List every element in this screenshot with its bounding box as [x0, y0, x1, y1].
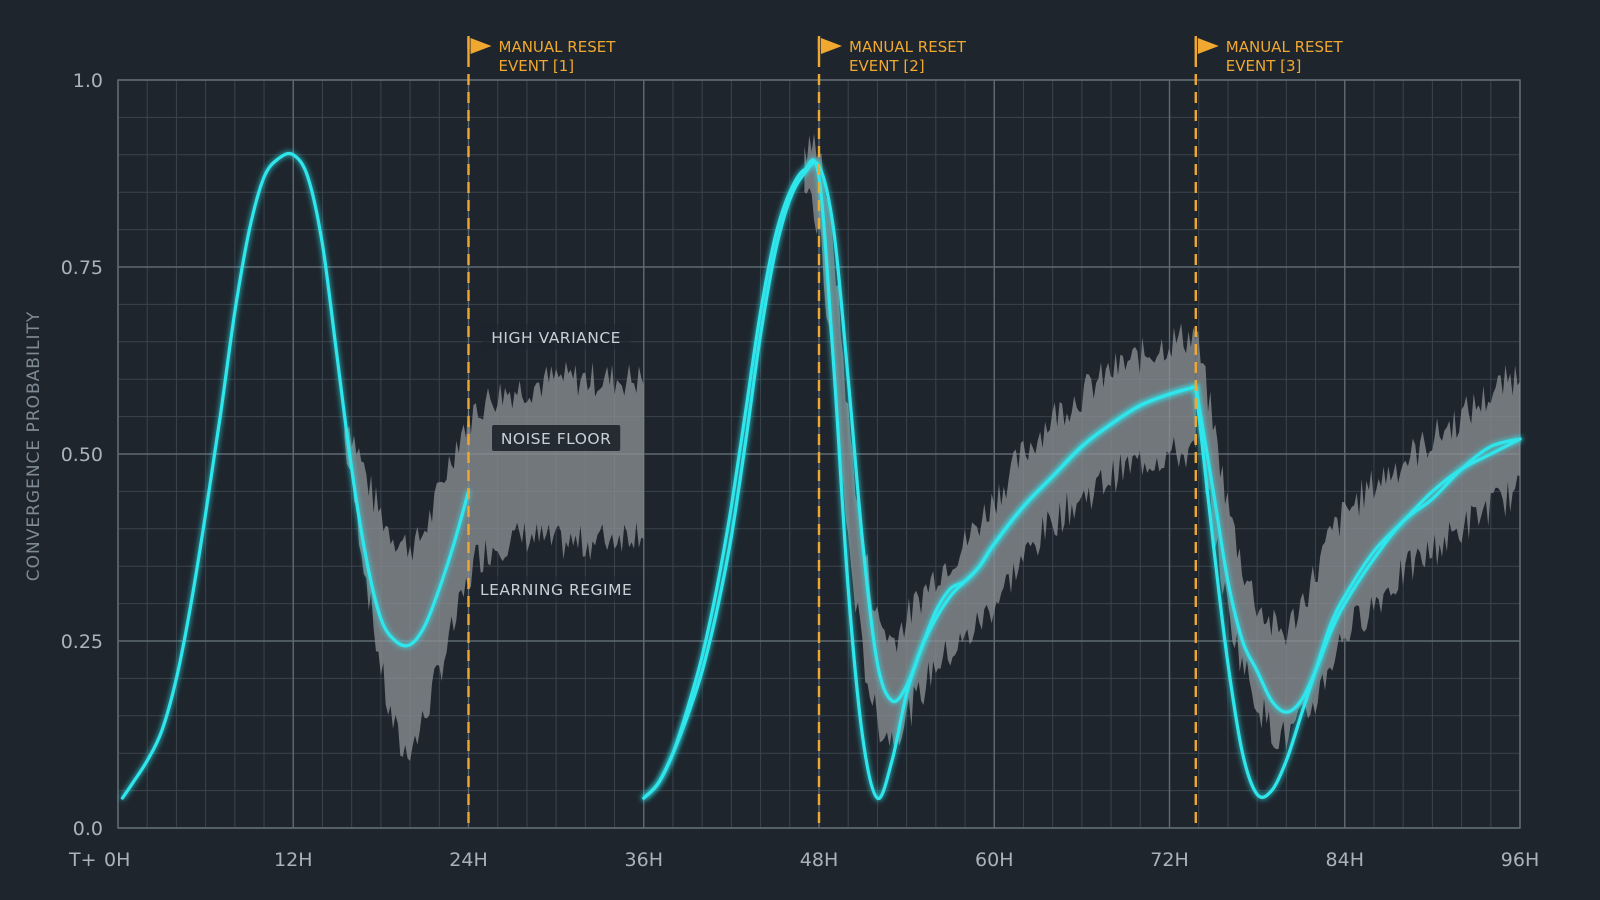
variance-band — [804, 133, 1196, 750]
annotation-box — [492, 425, 621, 452]
series-lines — [120, 151, 1522, 800]
annotation-label: NOISE FLOOR — [501, 430, 612, 448]
flag-icon — [470, 38, 492, 54]
annotation-label: HIGH VARIANCE — [491, 329, 621, 347]
x-tick-label: 96H — [1501, 849, 1539, 871]
x-tick-label: 0H — [104, 849, 130, 871]
flag-icon — [821, 38, 842, 54]
reset-event-label: EVENT [1] — [499, 57, 575, 75]
x-tick-label: 12H — [274, 849, 312, 871]
variance-bands — [344, 133, 1520, 761]
y-tick-label: 0.50 — [61, 444, 103, 466]
x-tick-label: 36H — [625, 849, 663, 871]
reset-event-label: EVENT [2] — [849, 57, 925, 75]
y-tick-label: 0.25 — [61, 631, 103, 653]
annotation-label: LEARNING REGIME — [480, 581, 632, 599]
x-tick-label: 72H — [1150, 849, 1188, 871]
annotation-box — [481, 324, 631, 351]
x-tick-label: 24H — [449, 849, 487, 871]
series-line — [1194, 385, 1522, 799]
x-tick-label: 84H — [1326, 849, 1364, 871]
annotations: HIGH VARIANCE NOISE FLOOR LEARNING REGIME — [471, 324, 641, 603]
reset-event-label: MANUAL RESET — [1226, 38, 1344, 56]
reset-event-label: EVENT [3] — [1226, 57, 1302, 75]
x-tick-label: 48H — [800, 849, 838, 871]
y-tick-label: 0.75 — [61, 257, 103, 279]
x-axis-prefix: T+ — [68, 849, 97, 871]
y-tick-label: 0.0 — [73, 818, 103, 840]
reset-event-label: MANUAL RESET — [849, 38, 967, 56]
annotation-box — [471, 576, 641, 603]
reset-event-label: MANUAL RESET — [499, 38, 617, 56]
y-tick-label: 1.0 — [73, 70, 103, 92]
x-tick-label: 60H — [975, 849, 1013, 871]
series-line — [120, 151, 471, 800]
variance-band — [1195, 331, 1520, 750]
variance-band — [344, 361, 644, 761]
series-line — [642, 158, 1198, 800]
flag-icon — [1197, 38, 1219, 54]
axes: T+ CONVERGENCE PROBABILITY 0H 12H 24H 36H 48… — [24, 70, 1539, 871]
y-axis-label: CONVERGENCE PROBABILITY — [24, 311, 44, 581]
